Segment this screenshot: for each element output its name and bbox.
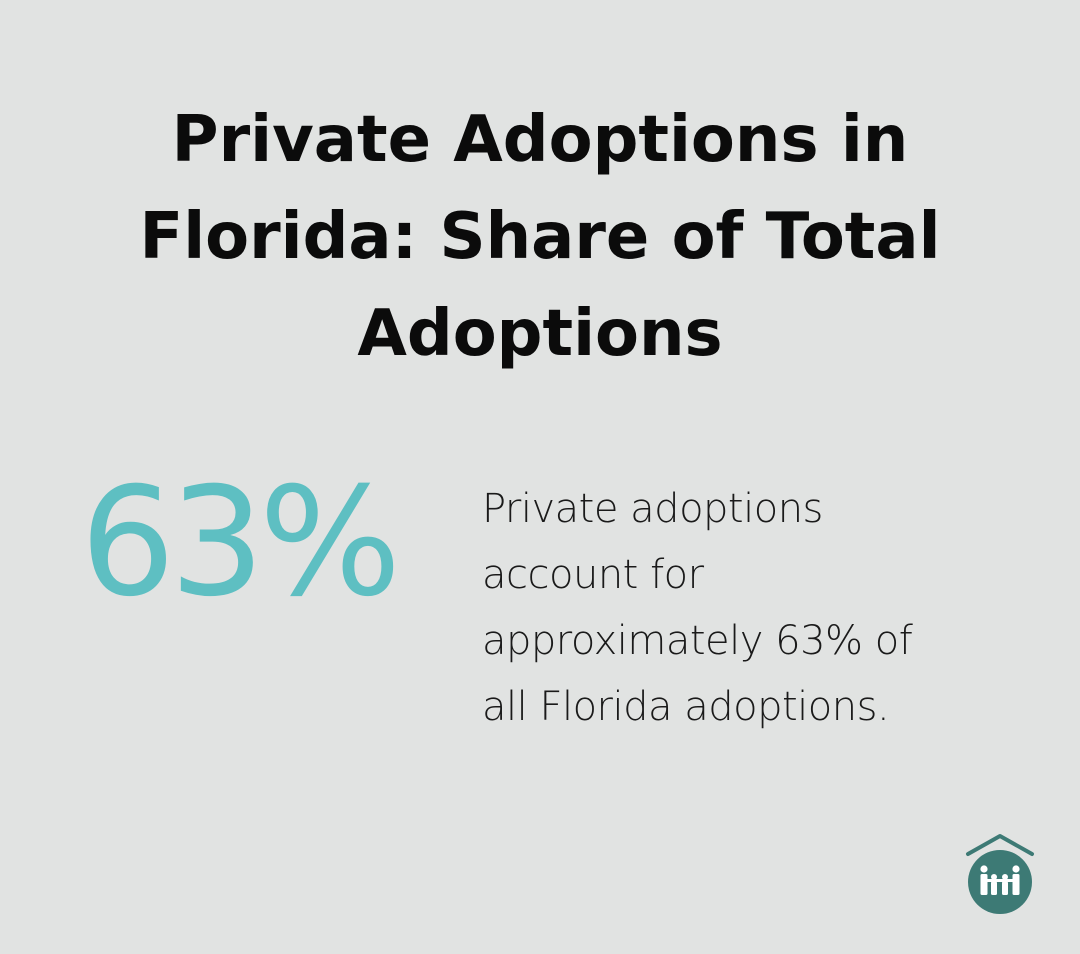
title-line: Adoptions xyxy=(357,297,723,371)
description-line: approximately 63% of xyxy=(482,618,913,664)
description-line: Private adoptions xyxy=(482,486,823,532)
description-line: account for xyxy=(482,552,704,598)
description-line: all Florida adoptions. xyxy=(482,684,890,730)
stat-description: Private adoptions account for approximat… xyxy=(482,476,1002,740)
title-line: Florida: Share of Total xyxy=(139,200,941,274)
stat-value: 63% xyxy=(80,456,401,630)
family-house-icon xyxy=(964,832,1036,916)
title-line: Private Adoptions in xyxy=(171,103,909,177)
page-title: Private Adoptions in Florida: Share of T… xyxy=(0,92,1080,383)
